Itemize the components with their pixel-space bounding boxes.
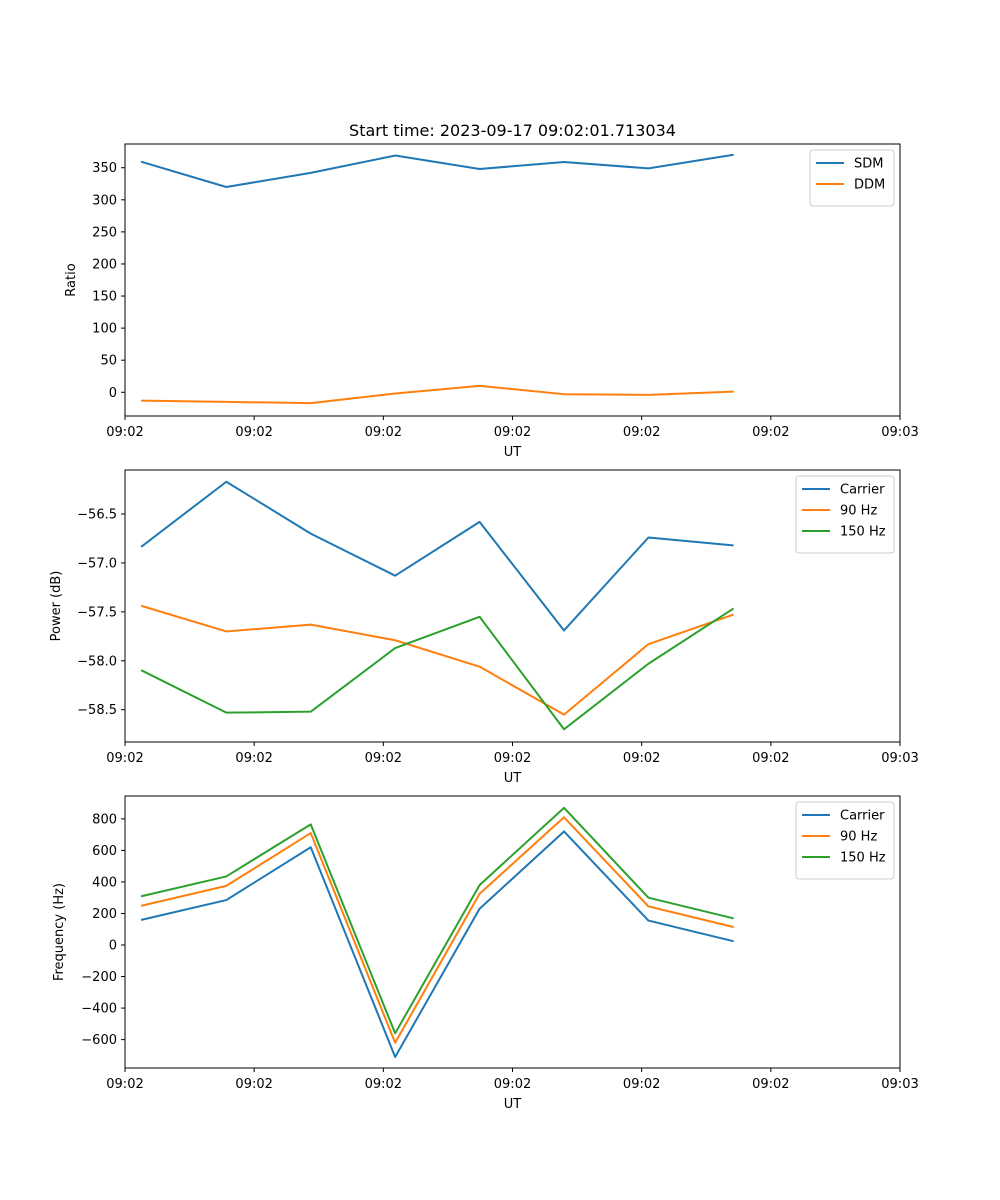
y-tick-label: −400 — [81, 1002, 117, 1017]
y-axis-label: Frequency (Hz) — [52, 883, 67, 981]
y-tick-label: 600 — [92, 844, 117, 859]
series-line — [140, 830, 734, 1058]
series-150-hz — [140, 806, 734, 1035]
y-tick-label: 250 — [92, 225, 117, 240]
legend: SDM DDM — [809, 149, 895, 207]
x-tick-label: 09:02 — [623, 1077, 660, 1092]
series-sdm — [140, 153, 734, 188]
series-150-hz — [140, 607, 734, 731]
legend-label: Carrier — [840, 483, 885, 498]
chart-panel-3: 09:02 09:02 09:02 09:02 09:02 09:02 09:03 −600 −… — [52, 795, 919, 1112]
legend-label: 150 Hz — [840, 525, 886, 540]
y-tick-label: −600 — [81, 1033, 117, 1048]
chart-panel-2: 09:02 09:02 09:02 09:02 09:02 09:02 09:03 −58.5… — [49, 469, 919, 786]
y-tick-label: 0 — [109, 386, 117, 401]
x-tick-label: 09:03 — [881, 1077, 918, 1092]
chart-panel-1: 09:02 09:02 09:02 09:02 09:02 09:02 09:03 0 50 10… — [64, 121, 919, 460]
y-tick-label: −57.0 — [77, 556, 117, 571]
x-tick-label: 09:02 — [494, 425, 531, 440]
x-tick-label: 09:02 — [365, 751, 402, 766]
series-line — [140, 806, 734, 1035]
series-line — [140, 605, 734, 716]
x-tick-label: 09:02 — [752, 425, 789, 440]
y-tick-label: 100 — [92, 322, 117, 337]
x-tick-label: 09:02 — [752, 751, 789, 766]
x-tick-label: 09:02 — [494, 751, 531, 766]
legend: Carrier 90 Hz 150 Hz — [795, 801, 895, 880]
y-tick-label: 800 — [92, 812, 117, 827]
x-tick-label: 09:02 — [752, 1077, 789, 1092]
y-tick-label: 0 — [109, 939, 117, 954]
y-tick-label: 400 — [92, 875, 117, 890]
y-tick-label: 200 — [92, 257, 117, 272]
y-axis-label: Power (dB) — [49, 571, 64, 642]
y-tick-label: −57.5 — [77, 605, 117, 620]
x-axis-label: UT — [504, 771, 522, 786]
legend-frame — [795, 801, 895, 880]
x-tick-label: 09:02 — [623, 425, 660, 440]
series-carrier — [140, 480, 734, 632]
series-line — [140, 607, 734, 731]
series-line — [140, 153, 734, 188]
x-tick-label: 09:02 — [106, 425, 143, 440]
y-tick-label: 200 — [92, 907, 117, 922]
legend-label: DDM — [854, 178, 885, 193]
x-tick-label: 09:02 — [365, 1077, 402, 1092]
x-axis-label: UT — [504, 445, 522, 460]
x-tick-label: 09:02 — [106, 1077, 143, 1092]
x-tick-label: 09:02 — [494, 1077, 531, 1092]
legend: Carrier 90 Hz 150 Hz — [795, 475, 895, 554]
y-tick-label: −200 — [81, 970, 117, 985]
series-ddm — [140, 384, 734, 405]
legend-frame — [795, 475, 895, 554]
series-line — [140, 480, 734, 632]
x-tick-label: 09:03 — [881, 425, 918, 440]
x-tick-label: 09:02 — [106, 751, 143, 766]
y-tick-label: −58.0 — [77, 654, 117, 669]
chart-title: Start time: 2023-09-17 09:02:01.713034 — [349, 121, 676, 140]
y-tick-label: 350 — [92, 161, 117, 176]
series-carrier — [140, 830, 734, 1058]
y-tick-label: 300 — [92, 193, 117, 208]
plot-area-frame — [124, 469, 901, 743]
chart-panels: 09:02 09:02 09:02 09:02 09:02 09:02 09:03 0 50 10… — [49, 121, 919, 1112]
x-axis-label: UT — [504, 1097, 522, 1112]
series-90-hz — [140, 605, 734, 716]
series-90-hz — [140, 816, 734, 1044]
series-line — [140, 384, 734, 405]
y-tick-label: −58.5 — [77, 703, 117, 718]
x-tick-label: 09:02 — [623, 751, 660, 766]
series-line — [140, 816, 734, 1044]
legend-label: 90 Hz — [840, 830, 877, 845]
legend-label: Carrier — [840, 809, 885, 824]
x-tick-label: 09:02 — [235, 425, 272, 440]
plot-area-frame — [124, 795, 901, 1069]
y-tick-label: −56.5 — [77, 508, 117, 523]
x-tick-label: 09:02 — [365, 425, 402, 440]
x-tick-label: 09:02 — [235, 1077, 272, 1092]
y-axis-label: Ratio — [64, 263, 79, 296]
y-tick-label: 50 — [100, 354, 117, 369]
x-tick-label: 09:02 — [235, 751, 272, 766]
legend-label: SDM — [854, 157, 883, 172]
y-tick-label: 150 — [92, 290, 117, 305]
legend-label: 150 Hz — [840, 851, 886, 866]
legend-label: 90 Hz — [840, 504, 877, 519]
x-tick-label: 09:03 — [881, 751, 918, 766]
